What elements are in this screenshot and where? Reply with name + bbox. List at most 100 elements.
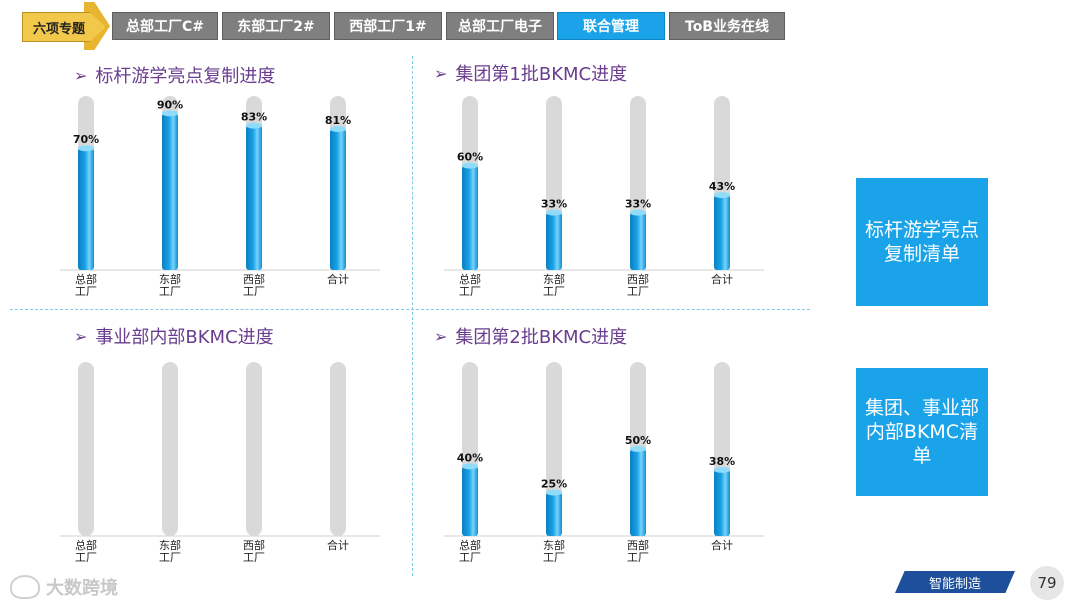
data-label-0: 40%: [457, 451, 483, 464]
chart-group-batch1-bkmc: 60% 总部工厂 33% 东部工厂 33% 西部工厂 43% 合计: [444, 96, 764, 298]
data-label-1: 90%: [157, 98, 183, 111]
bar-cap-1: [546, 489, 562, 496]
category-label-0: 工厂: [459, 551, 481, 564]
bar-track: [330, 362, 346, 536]
bar-track: [246, 362, 262, 536]
bar-cap-2: [246, 122, 262, 129]
page-number: 79: [1030, 566, 1064, 600]
chart2-title-row: ➢ 集团第1批BKMC进度: [434, 60, 627, 86]
data-label-3: 38%: [709, 455, 735, 468]
category-label-0: 工厂: [459, 285, 481, 298]
category-label-3: 合计: [711, 538, 733, 552]
bar-2: [246, 125, 262, 270]
top-nav: 六项专题 总部工厂C# 东部工厂2# 西部工厂1# 总部工厂电子 联合管理 To…: [0, 0, 1080, 52]
bar-cap-0: [78, 145, 94, 152]
category-label-0: 工厂: [75, 551, 97, 564]
bar-cap-2: [630, 209, 646, 216]
bar-cap-0: [462, 162, 478, 169]
chart1-title: 标杆游学亮点复制进度: [95, 66, 276, 87]
category-label-1: 东部: [159, 272, 181, 286]
chart4-title-row: ➢ 集团第2批BKMC进度: [434, 323, 627, 349]
bar-cap-3: [714, 466, 730, 473]
category-label-2: 工厂: [243, 551, 265, 564]
watermark-text: 大数跨境: [46, 578, 118, 599]
bar-3: [714, 195, 730, 270]
watermark: 大数跨境: [10, 574, 118, 600]
bar-1: [546, 492, 562, 536]
category-label-2: 西部: [243, 272, 265, 286]
bar-track: [162, 362, 178, 536]
chevron-right-icon: ➢: [74, 65, 88, 85]
category-label-1: 东部: [159, 538, 181, 552]
data-label-2: 33%: [625, 198, 651, 211]
category-label-2: 西部: [243, 538, 265, 552]
tab-east-factory[interactable]: 东部工厂2#: [222, 12, 330, 40]
watermark-logo-icon: [10, 575, 40, 599]
bar-3: [330, 129, 346, 270]
data-label-3: 81%: [325, 114, 351, 127]
bar-0: [462, 466, 478, 536]
category-label-1: 工厂: [159, 551, 181, 564]
bar-1: [546, 212, 562, 270]
chart3-title: 事业部内部BKMC进度: [95, 327, 274, 348]
category-label-2: 西部: [627, 272, 649, 286]
data-label-2: 83%: [241, 111, 267, 124]
benchmark-copy-list-box[interactable]: 标杆游学亮点复制清单: [856, 178, 988, 306]
data-label-1: 25%: [541, 478, 567, 491]
data-label-0: 70%: [73, 133, 99, 146]
tab-joint-management[interactable]: 联合管理: [557, 12, 665, 40]
category-label-3: 合计: [327, 538, 349, 552]
tab-west-factory[interactable]: 西部工厂1#: [334, 12, 442, 40]
footer-tag: 智能制造: [895, 571, 1015, 593]
horizontal-divider: [10, 309, 810, 310]
data-label-0: 60%: [457, 151, 483, 164]
chart4-title: 集团第2批BKMC进度: [455, 327, 628, 348]
category-label-0: 总部: [75, 538, 97, 552]
category-label-0: 总部: [459, 538, 481, 552]
chart2-title: 集团第1批BKMC进度: [455, 64, 628, 85]
bar-cap-3: [330, 126, 346, 133]
chart-benchmark-copy-progress: 70% 总部工厂 90% 东部工厂 83% 西部工厂 81% 合计: [60, 96, 380, 298]
tab-hq-factory-electronics[interactable]: 总部工厂电子: [446, 12, 554, 40]
bar-track: [78, 362, 94, 536]
category-label-0: 总部: [459, 272, 481, 286]
category-label-1: 东部: [543, 538, 565, 552]
category-label-1: 工厂: [159, 285, 181, 298]
bar-0: [78, 148, 94, 270]
data-label-1: 33%: [541, 198, 567, 211]
bar-0: [462, 165, 478, 270]
category-label-0: 总部: [75, 272, 97, 286]
tab-hq-factory-c[interactable]: 总部工厂C#: [112, 12, 218, 40]
bar-1: [162, 113, 178, 271]
bar-cap-1: [546, 209, 562, 216]
chevron-right-icon: ➢: [74, 326, 88, 346]
category-label-3: 合计: [327, 272, 349, 286]
data-label-2: 50%: [625, 434, 651, 447]
bar-2: [630, 449, 646, 536]
bar-cap-3: [714, 192, 730, 199]
bkmc-list-box[interactable]: 集团、事业部内部BKMC清单: [856, 368, 988, 496]
chevron-right-icon: ➢: [434, 326, 448, 346]
chevron-right-icon: ➢: [434, 63, 448, 83]
topic-badge[interactable]: 六项专题: [22, 12, 106, 42]
category-label-1: 工厂: [543, 285, 565, 298]
category-label-2: 工厂: [627, 285, 649, 298]
bar-cap-0: [462, 463, 478, 470]
category-label-0: 工厂: [75, 285, 97, 298]
tab-tob-online[interactable]: ToB业务在线: [669, 12, 785, 40]
category-label-1: 东部: [543, 272, 565, 286]
chart1-title-row: ➢ 标杆游学亮点复制进度: [74, 62, 275, 88]
category-label-1: 工厂: [543, 551, 565, 564]
category-label-2: 工厂: [627, 551, 649, 564]
bar-cap-2: [630, 446, 646, 452]
vertical-divider: [412, 56, 413, 576]
chart3-title-row: ➢ 事业部内部BKMC进度: [74, 323, 274, 349]
category-label-3: 合计: [711, 272, 733, 286]
category-label-2: 工厂: [243, 285, 265, 298]
chart-group-batch2-bkmc: 40% 总部工厂 25% 东部工厂 50% 西部工厂 38% 合计: [444, 362, 764, 564]
bar-2: [630, 212, 646, 270]
category-label-2: 西部: [627, 538, 649, 552]
data-label-3: 43%: [709, 180, 735, 193]
bar-3: [714, 469, 730, 536]
